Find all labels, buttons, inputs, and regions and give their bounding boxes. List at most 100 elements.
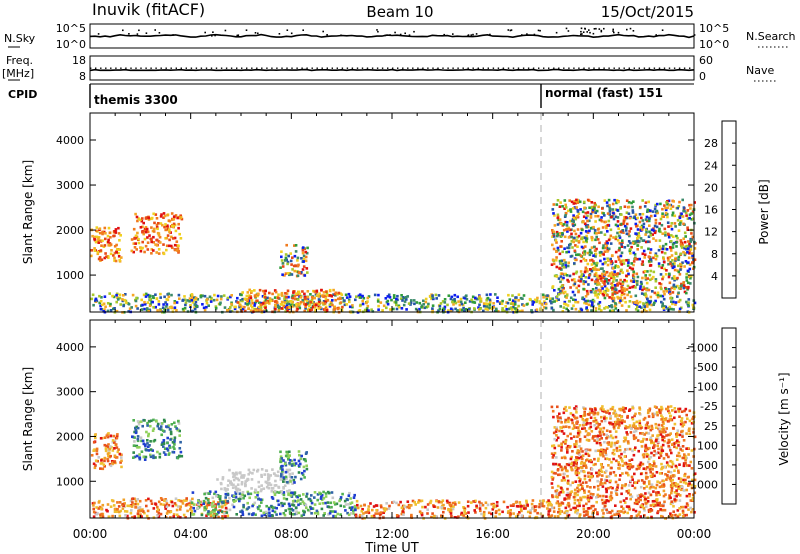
range-cell — [685, 513, 688, 517]
range-cell — [661, 207, 664, 211]
range-cell — [636, 305, 639, 309]
range-cell — [333, 307, 337, 311]
range-cell — [684, 252, 688, 255]
range-cell — [296, 495, 299, 499]
range-cell — [139, 249, 143, 253]
range-cell — [369, 502, 372, 505]
range-cell — [616, 510, 620, 513]
nave-point — [376, 67, 379, 69]
range-cell — [559, 510, 562, 513]
range-cell — [301, 473, 305, 477]
range-cell — [524, 507, 527, 510]
range-cell — [595, 286, 598, 290]
range-cell — [659, 273, 663, 276]
range-cell — [632, 422, 636, 425]
range-cell — [305, 467, 309, 471]
range-cell — [643, 514, 646, 517]
range-cell — [426, 512, 429, 515]
range-cell — [621, 280, 625, 284]
range-cell — [121, 507, 125, 510]
range-cell — [634, 232, 637, 235]
range-cell — [286, 262, 289, 266]
range-cell — [533, 298, 537, 302]
range-cell — [514, 307, 517, 310]
range-cell — [269, 474, 272, 477]
range-cell — [676, 276, 679, 280]
range-cell — [641, 199, 644, 202]
range-cell — [569, 508, 573, 511]
range-cell — [575, 286, 578, 290]
range-cell — [430, 515, 433, 519]
range-cell — [294, 250, 298, 253]
range-cell — [560, 268, 563, 271]
nave-point — [397, 67, 399, 69]
nsearch-point — [376, 29, 378, 31]
range-cell — [166, 509, 170, 513]
nave-point — [558, 67, 560, 69]
range-cell — [509, 509, 512, 512]
range-cell — [648, 264, 652, 267]
range-cell — [566, 246, 569, 250]
range-cell — [630, 515, 633, 518]
range-cell — [485, 299, 488, 302]
range-cell — [180, 217, 184, 221]
nave-point — [427, 67, 429, 69]
range-cell — [173, 300, 177, 303]
range-cell — [574, 506, 577, 510]
range-cell — [578, 450, 581, 453]
range-cell — [328, 305, 332, 308]
nave-point — [638, 67, 640, 69]
range-cell — [256, 470, 259, 473]
nave-point — [95, 67, 97, 69]
range-cell — [662, 436, 666, 439]
freq-trace — [89, 68, 695, 72]
range-cell — [591, 210, 594, 214]
range-cell — [273, 289, 277, 292]
range-cell — [322, 497, 326, 500]
range-cell — [617, 281, 621, 285]
range-cell — [692, 267, 695, 270]
range-cell — [646, 208, 649, 212]
range-cell — [413, 500, 416, 504]
range-cell — [632, 200, 635, 203]
range-cell — [344, 293, 348, 297]
range-cell — [562, 228, 566, 232]
range-cell — [319, 497, 323, 500]
range-cell — [661, 304, 665, 308]
range-cell — [636, 464, 640, 468]
nsearch-point — [286, 29, 289, 31]
range-cell — [137, 509, 140, 513]
range-cell — [501, 510, 504, 514]
range-cell — [556, 246, 560, 250]
range-cell — [330, 294, 334, 298]
nave-point — [130, 67, 132, 69]
range-cell — [287, 254, 290, 258]
range-cell — [577, 212, 581, 215]
range-cell — [638, 465, 641, 469]
freq-tick-top: 18 — [72, 54, 86, 67]
range-cell — [664, 211, 668, 215]
range-cell — [186, 299, 189, 302]
range-cell — [590, 472, 593, 475]
range-cell — [283, 300, 287, 304]
range-cell — [628, 290, 631, 294]
range-cell — [146, 301, 150, 304]
range-cell — [648, 463, 652, 466]
range-cell — [583, 514, 586, 517]
range-cell — [339, 297, 342, 301]
range-cell — [417, 499, 421, 502]
range-cell — [586, 214, 589, 218]
nave-point — [381, 67, 384, 69]
range-cell — [579, 231, 583, 235]
range-cell — [635, 272, 639, 276]
range-cell — [673, 222, 677, 225]
range-cell — [658, 493, 661, 496]
range-cell — [171, 218, 174, 221]
range-cell — [176, 247, 180, 250]
range-cell — [650, 515, 653, 519]
range-cell — [240, 493, 244, 497]
range-cell — [603, 257, 606, 261]
range-cell — [315, 509, 319, 513]
range-cell — [289, 300, 293, 303]
range-cell — [593, 416, 597, 420]
